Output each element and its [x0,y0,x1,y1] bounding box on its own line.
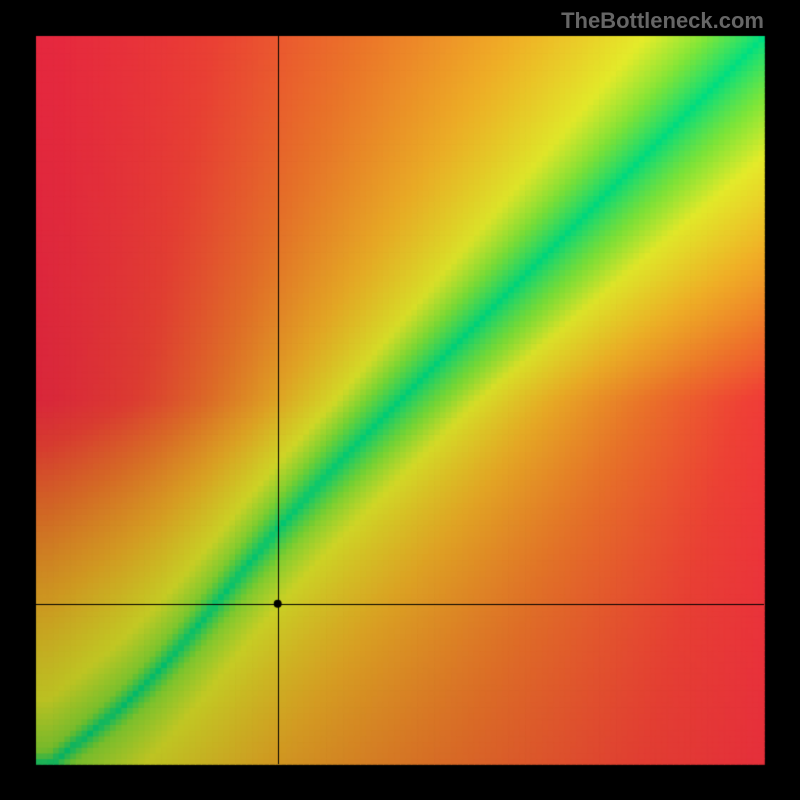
watermark-text: TheBottleneck.com [561,8,764,34]
bottleneck-heatmap [0,0,800,800]
chart-container: TheBottleneck.com [0,0,800,800]
